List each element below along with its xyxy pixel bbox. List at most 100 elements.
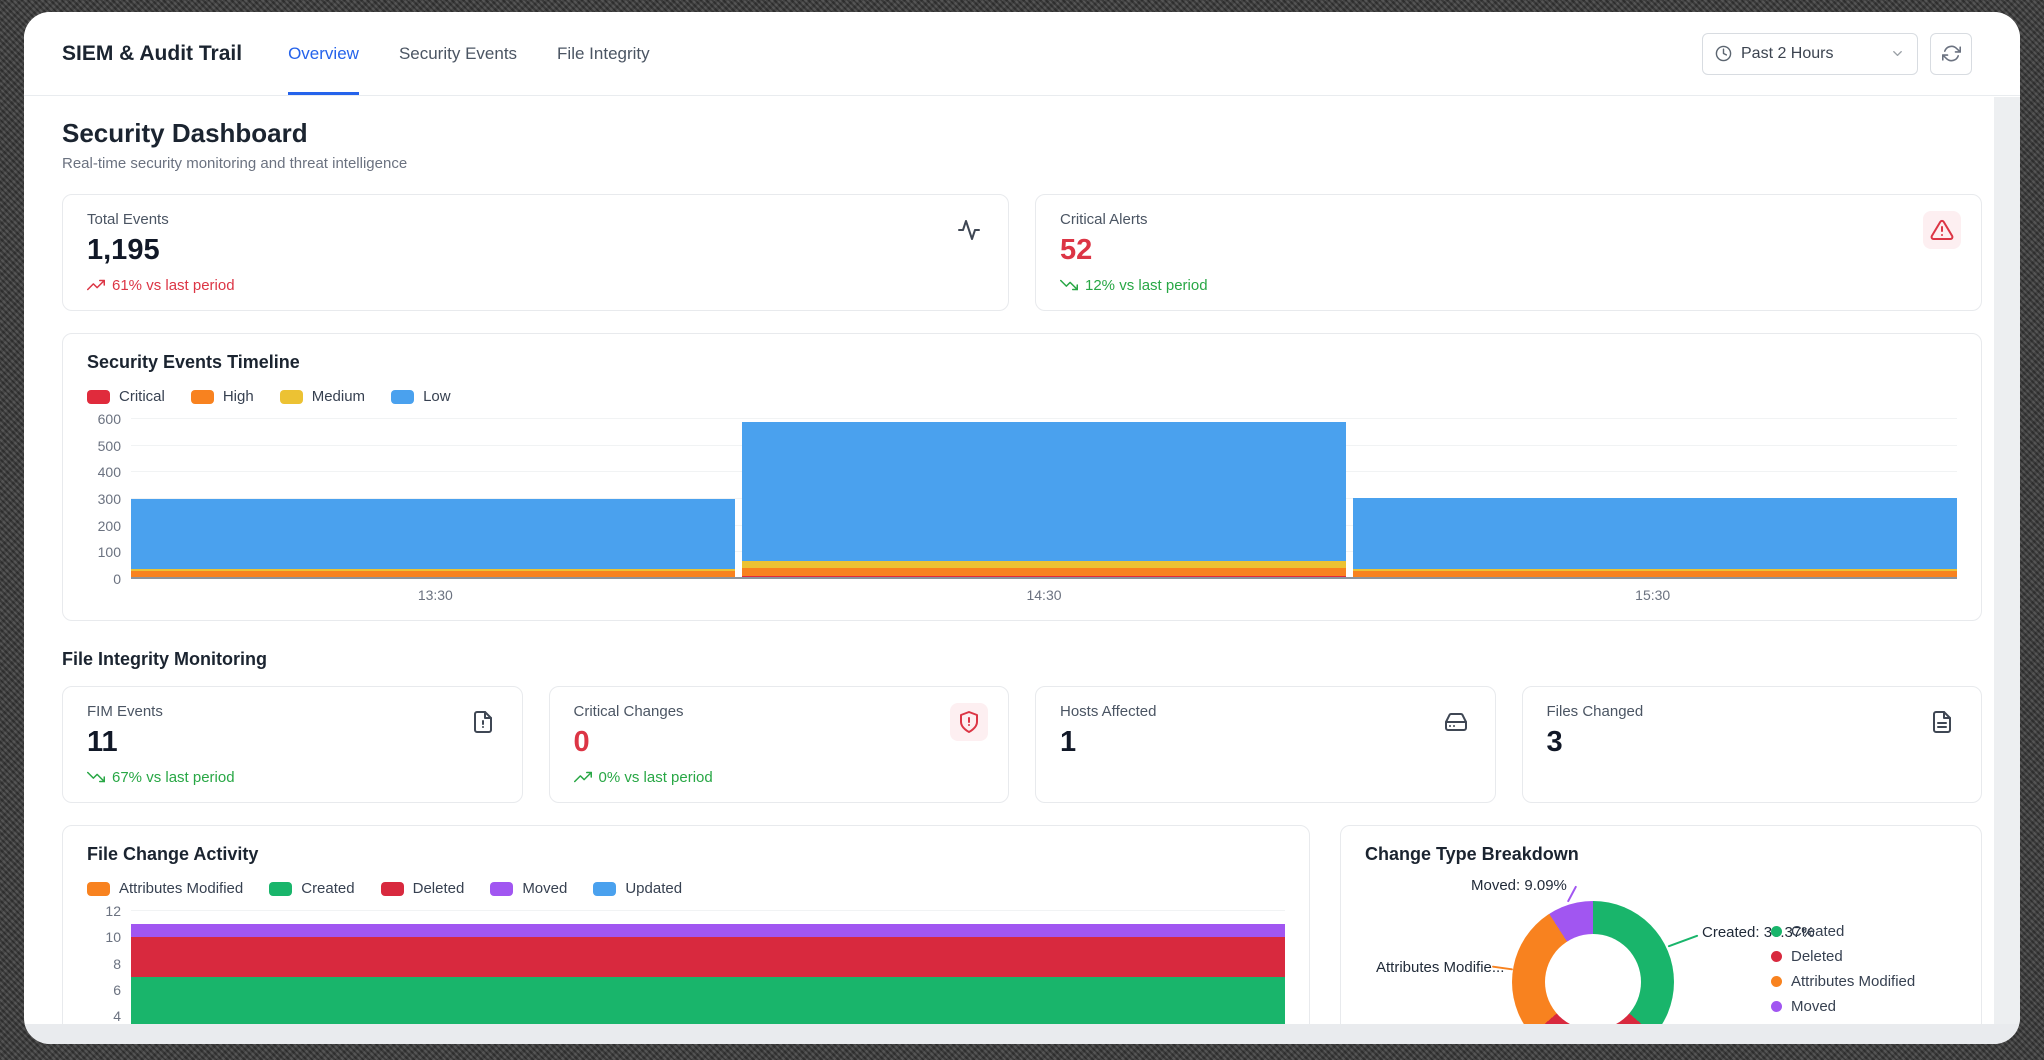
donut-chart-area: Created: 36.37%Deleted: 27.27%Attributes… (1365, 871, 1957, 1044)
legend-label: Moved (522, 880, 568, 897)
change-type-breakdown-card: Change Type Breakdown Created: 36.37% Del… (1340, 825, 1982, 1044)
x-tick-label: 13:30 (417, 587, 453, 603)
y-tick-label: 400 (97, 464, 121, 481)
chart-title: Change Type Breakdown (1365, 844, 1579, 864)
y-tick-label: 8 (113, 955, 121, 972)
legend-item-deleted[interactable]: Deleted (1771, 948, 1915, 965)
legend-swatch (593, 881, 617, 896)
legend-item-attributes-modified[interactable]: Attributes Modified (87, 880, 243, 897)
tab-overview[interactable]: Overview (288, 12, 359, 95)
shield-alert-icon (950, 703, 988, 741)
bar-segment-medium (742, 561, 1346, 568)
bar-segment-deleted (131, 937, 1285, 977)
legend-swatch (87, 881, 110, 896)
hard-drive-icon (1437, 703, 1475, 741)
donut-callout-created: Created: 36.37% (1702, 924, 1815, 941)
legend-item-low[interactable]: Low (391, 388, 451, 405)
legend-item-moved[interactable]: Moved (490, 880, 567, 897)
clock-icon (1715, 45, 1732, 62)
legend-item-medium[interactable]: Medium (279, 388, 366, 405)
metric-value: 1 (1060, 726, 1077, 758)
legend-item-deleted[interactable]: Deleted (380, 880, 465, 897)
activity-icon (950, 211, 988, 249)
legend-swatch (279, 389, 303, 404)
window-bottom-strip (24, 1024, 2020, 1044)
file-change-legend: Attributes Modified Created Deleted Moved Up… (87, 880, 1285, 897)
legend-item-attributes-modified[interactable]: Attributes Modified (1771, 973, 1915, 990)
bar-segment-low (1353, 497, 1957, 569)
grid-line (131, 418, 1957, 419)
alert-triangle-icon (1923, 211, 1961, 249)
metric-label: FIM Events (87, 703, 163, 720)
legend-label: Updated (625, 880, 683, 897)
y-tick-label: 500 (97, 437, 121, 454)
bar-segment-medium (1353, 568, 1957, 572)
tab-security-events[interactable]: Security Events (398, 43, 518, 63)
legend-label: Deleted (1791, 948, 1843, 965)
metric-label: Hosts Affected (1060, 703, 1157, 720)
x-axis-line (131, 577, 1957, 579)
legend-label: Attributes Modified (119, 880, 244, 897)
stacked-bar-15:30 (1353, 419, 1957, 579)
metric-value: 52 (1060, 234, 1093, 266)
fim-section-heading: File Integrity Monitoring (62, 649, 267, 669)
x-axis-labels: 13:30 14:30 15:30 (131, 587, 1957, 603)
bar-segment-high (1353, 571, 1957, 577)
legend-swatch (490, 881, 514, 896)
time-range-dropdown[interactable]: Past 2 Hours (1702, 32, 1918, 75)
trending-up-icon (573, 768, 592, 786)
legend-swatch (269, 881, 293, 896)
legend-item-critical[interactable]: Critical (87, 388, 165, 405)
page-content: Security Dashboard Real-time security mo… (24, 96, 2020, 1044)
stacked-bar-14:30 (742, 419, 1346, 579)
metric-label: Critical Alerts (1060, 211, 1148, 228)
legend-item-moved[interactable]: Moved (1771, 998, 1915, 1015)
tab-file-integrity[interactable]: File Integrity (557, 43, 650, 63)
donut-callout-moved: Moved: 9.09% (1471, 877, 1567, 894)
refresh-icon (1941, 44, 1961, 63)
security-events-timeline-card: Security Events Timeline Critical High Med… (62, 333, 1982, 621)
total-events-card: Total Events 1,195 61% vs last period (62, 194, 1009, 311)
tab-bar: Overview Security Events File Integrity (288, 12, 650, 95)
fim-cards-row: FIM Events 11 67% vs last period Critical C… (62, 686, 1982, 803)
bar-segment-high (131, 571, 735, 577)
refresh-button[interactable] (1930, 32, 1972, 75)
legend-item-created[interactable]: Created (269, 880, 355, 897)
legend-swatch (87, 389, 110, 404)
legend-item-updated[interactable]: Updated (593, 880, 682, 897)
y-axis: 024681012 (87, 903, 131, 1044)
y-tick-label: 4 (113, 1008, 121, 1025)
y-tick-label: 600 (97, 411, 121, 427)
legend-label: Attributes Modified (1791, 973, 1916, 990)
app-header: SIEM & Audit Trail Overview Security Even… (24, 12, 2020, 96)
metric-label: Total Events (87, 211, 169, 228)
scrollbar-gutter[interactable] (1994, 97, 2020, 1024)
legend-label: Medium (311, 388, 366, 405)
legend-swatch (1771, 976, 1782, 987)
grid-line (131, 910, 1285, 911)
y-tick-label: 0 (113, 571, 121, 587)
y-tick-label: 100 (97, 544, 121, 561)
trending-down-icon (87, 768, 105, 786)
bar-segment-medium (131, 569, 735, 572)
legend-swatch (1771, 926, 1782, 937)
bar-segment-high (742, 567, 1346, 576)
legend-swatch (190, 389, 214, 404)
metric-trend: 12% vs last period (1060, 276, 1957, 294)
chevron-down-icon (1890, 46, 1905, 61)
bar-segment-moved (131, 924, 1285, 938)
trending-down-icon (1060, 276, 1078, 294)
timeline-legend: Critical High Medium Low (87, 388, 1957, 405)
bottom-charts-row: File Change Activity Attributes Modified… (62, 825, 1982, 1044)
legend-item-high[interactable]: High (190, 388, 254, 405)
legend-label: Deleted (412, 880, 465, 897)
legend-item-created[interactable]: Created (1771, 923, 1915, 940)
legend-label: Created (1791, 923, 1845, 940)
critical-alerts-card: Critical Alerts 52 12% vs last period (1035, 194, 1982, 311)
plot-area (131, 418, 1957, 579)
page-subtitle: Real-time security monitoring and threat… (62, 155, 408, 172)
x-tick-label: 14:30 (1026, 587, 1062, 603)
timeline-chart: 0 100 200 300 400 500 600 13:30 14:30 15:30 (87, 411, 1957, 603)
files-changed-card: Files Changed 3 (1521, 686, 1982, 803)
legend-swatch (1771, 951, 1782, 962)
